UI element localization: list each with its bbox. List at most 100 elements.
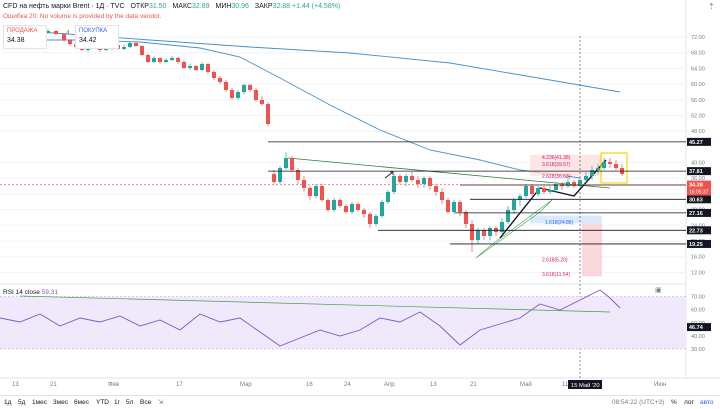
candle-body	[380, 202, 384, 216]
symbol-legend[interactable]: CFD на нефть марки Brent · 1Д · TVC ОТКР…	[3, 3, 340, 10]
candle-body	[194, 66, 198, 70]
arrow-marker	[384, 171, 394, 179]
current-price-tag	[687, 180, 711, 196]
candle-body	[434, 186, 438, 192]
log-toggle[interactable]: лог	[684, 399, 694, 406]
candle-body	[308, 188, 312, 196]
timeframe-5y[interactable]: 5л	[126, 399, 134, 406]
price-tick-label: 40.00	[691, 161, 705, 167]
fib-level-label: 1.618(24.86)	[545, 220, 574, 226]
rsi-legend[interactable]: RSI 14 close 59.31	[3, 289, 58, 296]
candle-body	[482, 230, 486, 236]
rsi-tick-label: 70.00	[691, 295, 705, 301]
clock-readout[interactable]: 08:54:22 (UTC+3)	[612, 399, 665, 406]
level-tag	[687, 239, 711, 248]
level-tag-label: 30.63	[689, 197, 703, 203]
fib-level-label: 3.618(39.57)	[542, 162, 571, 168]
candle-body	[464, 212, 468, 224]
candle-body	[572, 182, 576, 186]
candle-body	[200, 64, 204, 70]
no-volume-warning: Ошибка 20: No volume is provided by the …	[3, 13, 162, 20]
moving-average-short	[35, 39, 581, 179]
time-tick-label: Июн	[654, 382, 666, 388]
buy-price: 34.42	[79, 37, 97, 44]
price-tick-label: 68.00	[691, 51, 705, 57]
timeframe-ytd[interactable]: YTD	[96, 399, 109, 406]
level-tag-label: 27.16	[689, 211, 703, 217]
candle-body	[46, 31, 50, 33]
candle-body	[506, 210, 510, 222]
time-tick-label: 13	[430, 382, 437, 388]
candle-body	[296, 170, 300, 180]
buy-button[interactable]: ПОКУПКА 34.42	[75, 25, 119, 49]
timeframe-6m[interactable]: 6мес	[74, 399, 89, 406]
level-tag-label: 19.25	[689, 242, 703, 248]
timeframe-3m[interactable]: 3мес	[53, 399, 68, 406]
rsi-title: RSI 14 close	[3, 289, 40, 296]
candle-body	[266, 104, 270, 124]
candle-body	[410, 176, 414, 180]
time-tick-label: Май	[520, 381, 532, 388]
candle-body	[362, 210, 366, 214]
candle-body	[152, 58, 156, 62]
candle-body	[224, 82, 228, 90]
bottom-toolbar: 1д 5д 1мес 3мес 6мес YTD 1г 5л Все ⇲ 08:…	[0, 395, 720, 409]
time-tick-label: 17	[176, 382, 183, 388]
candle-body	[542, 188, 546, 192]
timeframe-1d[interactable]: 1д	[4, 399, 12, 406]
price-tick-label: 48.00	[691, 129, 705, 135]
candle-body	[554, 184, 558, 190]
price-tick-label: 64.00	[691, 66, 705, 72]
fib-level-label: 3.618(11.54)	[542, 272, 570, 278]
sell-button[interactable]: ПРОДАЖА 34.38	[3, 25, 47, 49]
timeframe-all[interactable]: Все	[140, 399, 152, 406]
rsi-current-label: 46.74	[689, 325, 704, 331]
rsi-line	[0, 289, 621, 347]
sell-price: 34.38	[7, 37, 25, 44]
fib-zone-lower	[582, 223, 602, 277]
timeframe-1m[interactable]: 1мес	[32, 399, 47, 406]
candle-body	[140, 46, 144, 55]
time-tick-label: 24	[344, 382, 351, 388]
auto-toggle[interactable]: авто	[700, 399, 714, 406]
candle-body	[248, 85, 252, 90]
rsi-tick-label: 40.00	[691, 334, 705, 340]
level-tag	[687, 226, 711, 235]
price-tick-label: 16.00	[691, 255, 705, 261]
scroll-up-icon[interactable]: ⇡	[708, 2, 715, 11]
candle-body	[188, 66, 192, 68]
candle-body	[512, 200, 516, 210]
pane-settings-icon[interactable]: ▣	[655, 287, 662, 294]
fib-level-label: 2.618(5.20)	[542, 257, 568, 263]
candle-body	[122, 47, 126, 49]
level-tag	[687, 208, 711, 217]
timeframe-1y[interactable]: 1г	[114, 399, 120, 406]
candle-body	[284, 158, 288, 168]
spread-value: 4	[66, 30, 70, 37]
candle-body	[548, 190, 552, 192]
goto-date-icon[interactable]: ⇲	[158, 399, 164, 406]
candle-body	[596, 168, 600, 170]
buy-label: ПОКУПКА	[79, 28, 108, 34]
candle-body	[518, 196, 522, 200]
candle-body	[338, 200, 342, 206]
channel-triangle	[475, 199, 553, 259]
time-highlight-label: 15 Май '20	[571, 382, 600, 389]
candle-body	[212, 72, 216, 78]
candle-body	[608, 162, 612, 164]
candle-body	[428, 178, 432, 186]
ohlc-low-label: МИН	[215, 3, 232, 10]
candle-body	[524, 186, 528, 196]
fib-zone-blue	[530, 215, 602, 224]
level-tag	[687, 167, 711, 176]
candle-body	[260, 100, 264, 104]
candle-body	[368, 214, 372, 224]
candle-body	[440, 192, 444, 200]
timeframe-5d[interactable]: 5д	[18, 399, 26, 406]
percent-toggle[interactable]: %	[671, 399, 677, 406]
level-tag	[687, 195, 711, 204]
time-tick-label: Фев	[108, 382, 119, 388]
candle-body	[314, 186, 318, 196]
candle-body	[398, 176, 402, 182]
